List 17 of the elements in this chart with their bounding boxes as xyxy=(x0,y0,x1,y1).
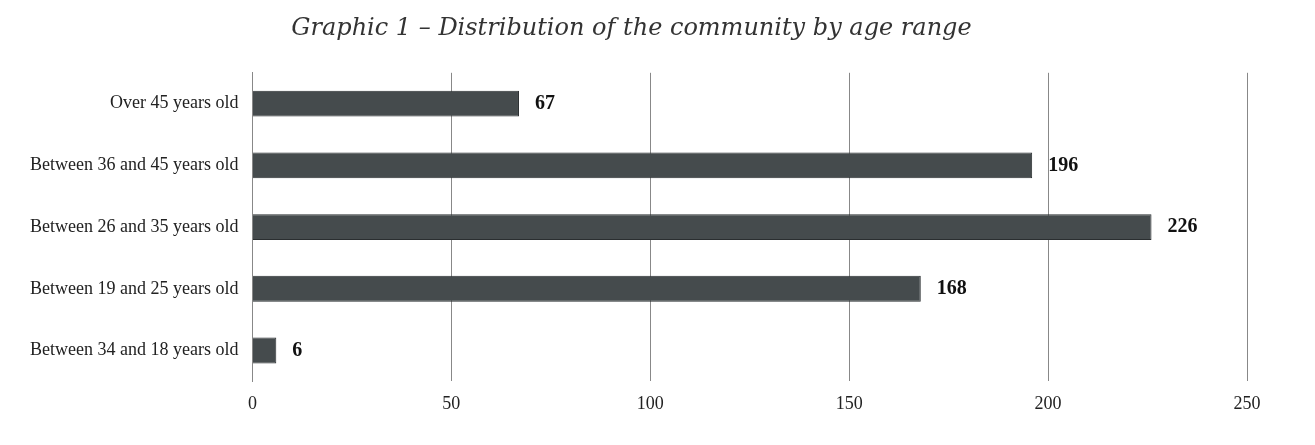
x-tick-label: 200 xyxy=(1034,392,1062,413)
x-tick-label: 0 xyxy=(247,392,257,413)
data-label: 168 xyxy=(936,275,967,298)
y-tick-label: Between 34 and 18 years old xyxy=(29,339,239,360)
y-tick-label: Between 19 and 25 years old xyxy=(29,277,239,298)
data-label: 6 xyxy=(292,337,303,360)
x-tick-label: 50 xyxy=(442,392,461,413)
data-label: 196 xyxy=(1048,152,1079,175)
x-tick-label: 250 xyxy=(1233,392,1261,413)
y-tick-label: Between 26 and 35 years old xyxy=(29,215,239,236)
x-tick-label: 150 xyxy=(835,392,863,413)
chart-title: Graphic 1 – Distribution of the community by age range xyxy=(291,12,972,41)
y-tick-label: Over 45 years old xyxy=(109,92,239,113)
data-label: 226 xyxy=(1167,214,1198,237)
y-tick-label: Between 36 and 45 years old xyxy=(29,154,239,175)
data-label: 67 xyxy=(534,90,555,113)
x-tick-label: 100 xyxy=(636,392,664,413)
